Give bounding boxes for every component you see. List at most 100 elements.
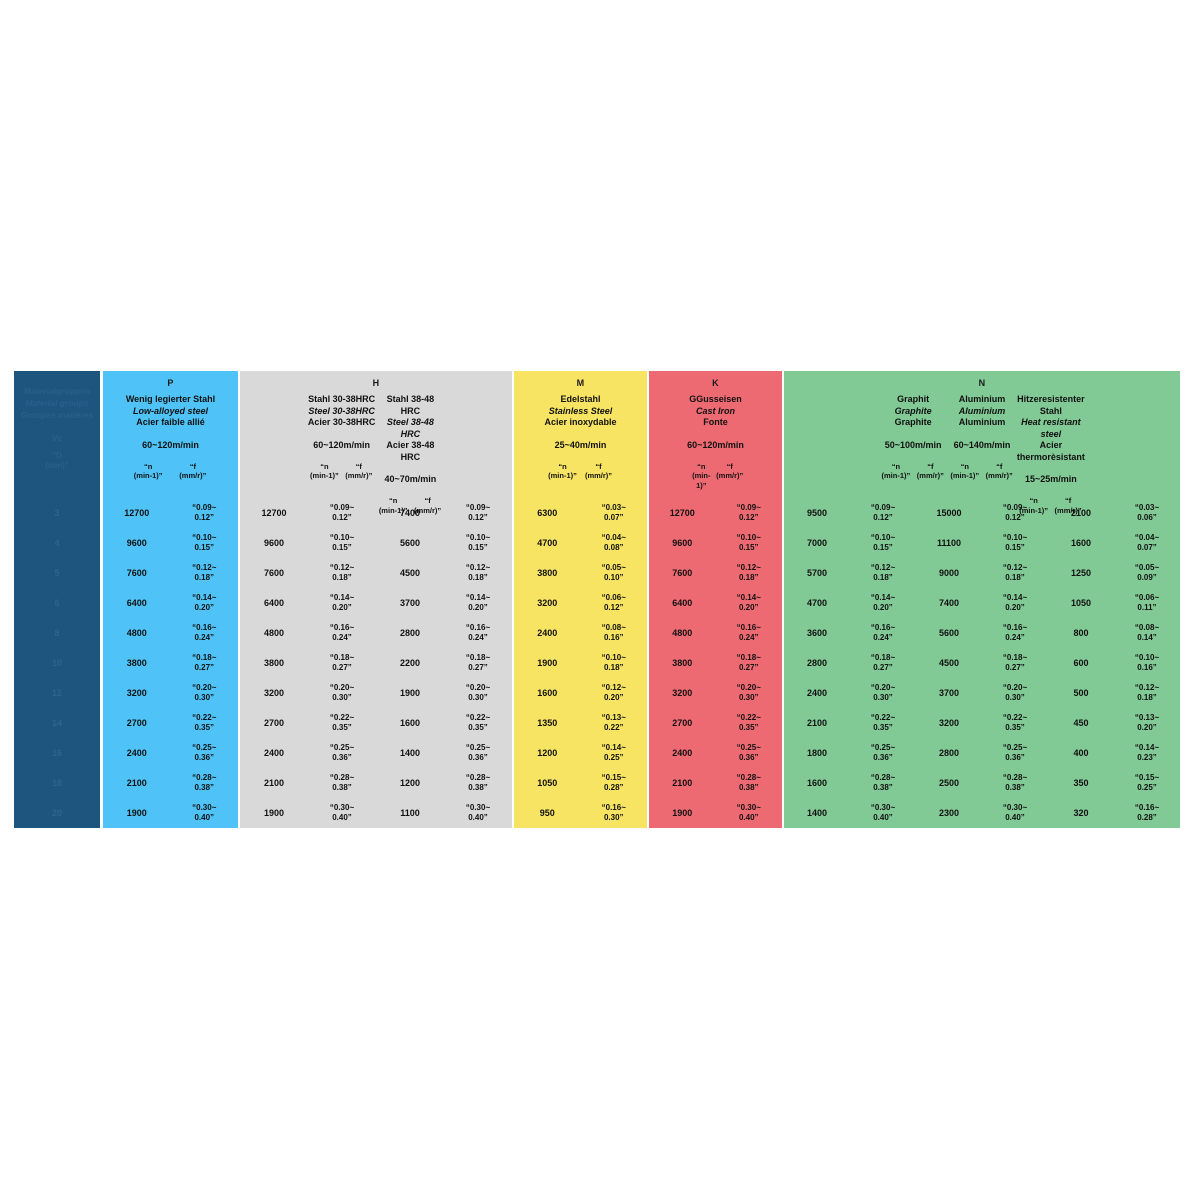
feed-rate-value: “0.12~ 0.18” [870,563,896,582]
table-cell: “0.18~ 0.27” [308,648,376,678]
spindle-speed-value: 3200 [938,718,960,728]
feed-rate-unit-bottom: (mm/r)” [716,471,744,480]
table-cell: 2100 [649,768,716,798]
table-cell: “0.14~ 0.20” [444,588,512,618]
unit-header-row: “n (min-1)” “f (mm/r)” [687,462,744,491]
spindle-speed-value: 1350 [537,718,558,728]
index-title-en: Material groups [25,398,89,408]
spindle-speed-value: 2300 [938,808,960,818]
table-cell: 1250 [1048,558,1114,588]
table-cell: 1600 [784,768,850,798]
column-separator [512,371,514,828]
feed-rate-value: “0.28~ 0.38” [1002,773,1028,792]
index-title-de: Materialgruppen [23,386,91,396]
table-cell: “0.03~ 0.06” [1114,498,1180,528]
feed-rate-unit-top: “f [595,461,602,471]
spindle-speed-unit-bottom: (min-1)” [548,471,577,480]
table-cell: “0.09~ 0.12” [308,498,376,528]
table-cell: “0.16~ 0.24” [982,618,1048,648]
spindle-speed-value: 1900 [263,808,285,818]
spindle-speed-column: 7400 5600 4500 3700 2800 2200 1900 1600 1400 1200… [376,498,444,828]
table-cell: 3800 [240,648,308,678]
table-cell: 5600 [916,618,982,648]
table-cell: 7600 [240,558,308,588]
feed-rate-value: “0.10~ 0.15” [1002,533,1028,552]
table-cell: 1200 [376,768,444,798]
feed-rate-value: “0.10~ 0.15” [192,533,217,552]
table-cell: 800 [1048,618,1114,648]
column-separator [647,371,649,828]
feed-rate-value: “0.14~ 0.20” [329,593,355,612]
feed-rate-value: “0.14~ 0.20” [192,593,217,612]
table-cell: “0.22~ 0.35” [982,708,1048,738]
cutting-parameters-table: Materialgruppen Material groups Groupes … [14,371,1180,828]
spindle-speed-unit-top: “n [891,461,901,471]
material-subcolumn-header: Stahl 38-48 HRC Steel 38-48 HRC Acier 38-4… [376,391,445,515]
feed-rate-value: “0.22~ 0.35” [192,713,217,732]
feed-rate-value: “0.04~ 0.08” [601,533,626,552]
table-cell: 1900 [103,798,171,828]
diameter-cell: 10 [51,658,62,668]
feed-rate-unit-header: “f (mm/r)” [913,462,947,481]
material-name-fr: Acier 30-38HRC [307,417,376,427]
feed-rate-value: “0.10~ 0.15” [329,533,355,552]
unit-header-row: “n (min-1)” “f (mm/r)” [376,496,445,515]
table-cell: 1200 [514,738,581,768]
spindle-speed-value: 7600 [263,568,285,578]
table-cell: 450 [1048,708,1114,738]
spindle-speed-value: 1900 [672,808,693,818]
feed-rate-value: “0.18~ 0.27” [1002,653,1028,672]
table-cell: 12700 [103,498,171,528]
table-cell: 12700 [649,498,716,528]
spindle-speed-value: 4800 [263,628,285,638]
material-subcolumn-header: Edelstahl Stainless Steel Acier inoxydable… [544,391,616,502]
feed-rate-value: “0.12~ 0.18” [736,563,761,582]
table-cell: “0.22~ 0.35” [850,708,916,738]
spindle-speed-unit-header: “n (min-1)” [1016,496,1050,515]
table-cell: “0.18~ 0.27” [444,648,512,678]
feed-rate-value: “0.18~ 0.27” [465,653,491,672]
spindle-speed-column: 15000 11100 9000 7400 5600 4500 3700 3200 2800 25… [916,498,982,828]
table-cell: “0.12~ 0.18” [444,558,512,588]
spindle-speed-value: 7400 [399,508,421,518]
spindle-speed-value: 3800 [263,658,285,668]
feed-rate-unit-bottom: (mm/r)” [414,505,442,515]
table-cell: “0.08~ 0.16” [581,618,648,648]
table-cell: 3800 [649,648,716,678]
spindle-speed-value: 2400 [263,748,285,758]
spindle-speed-value: 3200 [537,598,558,608]
spindle-speed-unit-bottom: (min-1)” [881,471,911,480]
feed-rate-value: “0.28~ 0.38” [736,773,761,792]
table-cell: “0.15~ 0.25” [1114,768,1180,798]
table-cell: “0.14~ 0.20” [716,588,783,618]
diameter-cell: 8 [54,628,60,638]
table-cell: “0.06~ 0.12” [581,588,648,618]
feed-rate-unit-bottom: (mm/r)” [345,471,373,480]
spindle-speed-unit-header: “n (min-1)” [879,462,913,481]
table-cell: “0.28~ 0.38” [982,768,1048,798]
material-name-en: Aluminium [958,405,1006,416]
table-cell: “0.10~ 0.15” [982,528,1048,558]
feed-rate-value: “0.09~ 0.12” [870,503,896,522]
material-name-de: Wenig legierter Stahl [125,394,216,404]
group-subcolumn-headers: GGusseisen Cast Iron Fonte 60~120m/min “n (mi… [687,391,744,502]
spindle-speed-column: 12700 9600 7600 6400 4800 3800 3200 2700 2400 210… [103,498,171,828]
table-cell: 1900 [649,798,716,828]
table-cell: 2800 [376,618,444,648]
table-cell: “0.13~ 0.20” [1114,708,1180,738]
spindle-speed-unit-bottom: (min-1)” [692,471,711,490]
feed-rate-value: “0.12~ 0.18” [465,563,491,582]
feed-rate-value: “0.10~ 0.15” [736,533,761,552]
feed-rate-value: “0.16~ 0.24” [329,623,355,642]
spindle-speed-value: 1400 [399,748,421,758]
table-cell: “0.16~ 0.24” [716,618,783,648]
spindle-speed-unit-bottom: (min-1)” [950,471,980,480]
spindle-speed-unit-top: “n [320,461,329,471]
feed-rate-value: “0.16~ 0.24” [192,623,217,642]
feed-rate-value: “0.16~ 0.24” [1002,623,1028,642]
material-name-fr: Acier thermorèsistant [1016,440,1085,462]
material-header: Hitzeresistenter Stahl Heat resistant ste… [1016,391,1085,515]
table-cell: “0.09~ 0.12” [716,498,783,528]
feed-rate-value: “0.12~ 0.20” [601,683,626,702]
index-diameter-label-bottom: (mm)” [45,461,69,470]
